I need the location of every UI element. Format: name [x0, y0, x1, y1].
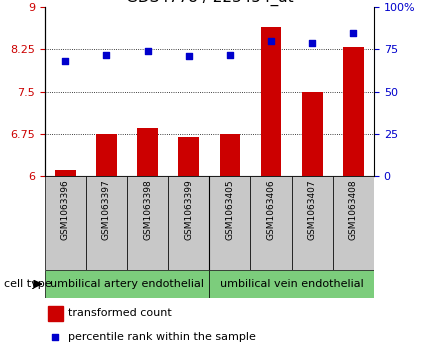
Point [52, 334, 59, 340]
Bar [178, 136, 199, 176]
FancyBboxPatch shape [127, 176, 168, 270]
FancyBboxPatch shape [250, 176, 292, 270]
Bar [55, 171, 76, 176]
Bar [261, 27, 281, 176]
Bar [343, 46, 364, 176]
Bar [48, 306, 63, 321]
FancyBboxPatch shape [292, 176, 333, 270]
Bar [220, 134, 240, 176]
Bar [96, 134, 117, 176]
Text: transformed count: transformed count [68, 309, 171, 318]
Text: umbilical vein endothelial: umbilical vein endothelial [220, 279, 363, 289]
Text: GSM1063406: GSM1063406 [266, 179, 275, 240]
FancyBboxPatch shape [168, 176, 209, 270]
FancyBboxPatch shape [86, 176, 127, 270]
Point [62, 58, 68, 64]
Text: GSM1063408: GSM1063408 [349, 179, 358, 240]
FancyBboxPatch shape [45, 176, 86, 270]
Point [268, 38, 275, 44]
Point [227, 52, 233, 57]
FancyBboxPatch shape [333, 176, 374, 270]
Text: cell type: cell type [4, 279, 52, 289]
Text: GSM1063397: GSM1063397 [102, 179, 111, 240]
Text: GSM1063407: GSM1063407 [308, 179, 317, 240]
Text: GSM1063405: GSM1063405 [225, 179, 235, 240]
Point [185, 53, 192, 59]
Text: percentile rank within the sample: percentile rank within the sample [68, 332, 255, 342]
Text: GSM1063399: GSM1063399 [184, 179, 193, 240]
Point [103, 52, 110, 57]
FancyBboxPatch shape [209, 270, 374, 298]
FancyBboxPatch shape [209, 176, 250, 270]
Bar [137, 128, 158, 176]
Text: GSM1063396: GSM1063396 [61, 179, 70, 240]
Point [144, 48, 151, 54]
Text: umbilical artery endothelial: umbilical artery endothelial [50, 279, 204, 289]
Point [350, 30, 357, 36]
Title: GDS4778 / 223454_at: GDS4778 / 223454_at [125, 0, 293, 6]
Text: GSM1063398: GSM1063398 [143, 179, 152, 240]
Point [309, 40, 316, 46]
FancyBboxPatch shape [45, 270, 209, 298]
Bar [302, 92, 323, 176]
